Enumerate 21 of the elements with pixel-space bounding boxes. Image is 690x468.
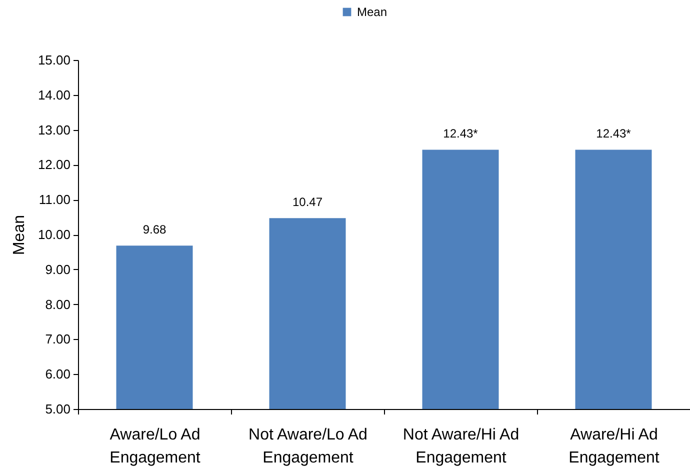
y-axis-title: Mean <box>10 214 28 256</box>
y-tick-label: 13.00 <box>38 122 70 138</box>
y-tick-label: 14.00 <box>38 87 70 102</box>
legend-label: Mean <box>357 5 388 19</box>
y-tick-label: 9.00 <box>45 262 70 277</box>
y-tick-label: 15.00 <box>38 52 70 68</box>
y-tick-label: 5.00 <box>45 402 70 416</box>
y-tick-label: 10.00 <box>38 227 70 242</box>
y-tick-label: 11.00 <box>38 192 70 208</box>
x-tick-label: Not Aware/Hi Ad Engagement <box>402 426 520 466</box>
x-tick-label: Aware/Lo Ad Engagement <box>110 426 201 466</box>
y-tick-label: 6.00 <box>45 366 70 382</box>
x-tick-label: Aware/Hi Ad Engagement <box>568 426 660 466</box>
data-label: 9.68 <box>142 222 166 237</box>
y-tick-label: 8.00 <box>45 296 70 312</box>
y-tick-label: 7.00 <box>45 332 70 347</box>
y-tick-label: 12.00 <box>38 157 70 172</box>
data-label: 12.43* <box>443 126 478 141</box>
data-label: 10.47 <box>292 195 323 210</box>
x-tick-label: Not Aware/Lo Ad Engagement <box>248 426 368 466</box>
data-label: 12.43* <box>596 126 632 141</box>
